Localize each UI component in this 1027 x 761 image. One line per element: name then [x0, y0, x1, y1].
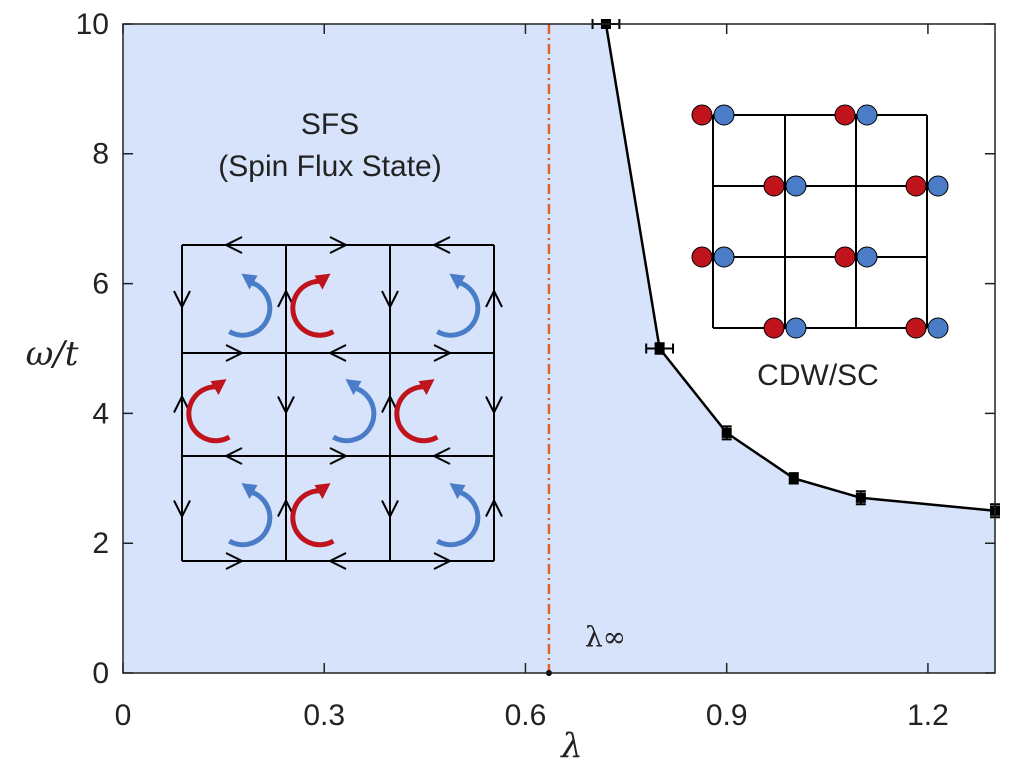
- x-tick-label: 0.6: [505, 699, 547, 732]
- circulation-head: [314, 483, 331, 500]
- x-axis-label: λ: [559, 726, 583, 761]
- x-tick-label: 1.2: [907, 699, 949, 732]
- electron-blue: [927, 317, 949, 339]
- edge-arrow: [225, 344, 245, 362]
- edge-arrow: [431, 447, 451, 465]
- x-tick-label: 0.3: [303, 699, 345, 732]
- circulation-arrow: [228, 488, 273, 548]
- electron-blue: [713, 104, 735, 126]
- circulation-arrow: [332, 384, 377, 444]
- circulation-head: [418, 379, 435, 396]
- electron-blue: [856, 104, 878, 126]
- phase-boundary: [604, 23, 996, 512]
- circulation-head: [241, 273, 258, 290]
- electron-blue: [856, 246, 878, 268]
- circulation-head: [314, 273, 331, 290]
- data-point: [855, 492, 866, 503]
- y-tick-label: 2: [92, 527, 109, 560]
- edge-arrow: [329, 447, 349, 465]
- edge-arrow: [433, 552, 453, 570]
- y-tick-label: 6: [92, 268, 109, 301]
- circulation-head: [210, 379, 227, 396]
- electron-red: [763, 317, 785, 339]
- data-point: [721, 427, 732, 438]
- circulation-arrow: [436, 279, 481, 338]
- circulation-head: [345, 379, 362, 396]
- x-tick-label: 0.9: [706, 699, 748, 732]
- electron-red: [834, 104, 856, 126]
- data-point: [788, 473, 799, 484]
- electron-red: [691, 104, 713, 126]
- edge-arrow: [485, 288, 503, 308]
- electron-blue: [785, 175, 807, 197]
- edge-arrow: [381, 500, 399, 519]
- electron-red: [763, 175, 785, 197]
- y-axis-label: ω/t: [26, 334, 79, 374]
- y-tick-label: 0: [92, 657, 109, 690]
- sfs-label: SFS: [301, 108, 359, 141]
- electron-blue: [713, 246, 735, 268]
- edge-arrow: [329, 236, 349, 254]
- lambda-infinity-label: λ∞: [585, 621, 626, 654]
- phase-region: [123, 24, 995, 673]
- circulation-arrow: [186, 384, 231, 444]
- edge-arrow: [485, 396, 503, 415]
- edge-arrow: [223, 447, 243, 465]
- circulation-arrow: [228, 279, 273, 338]
- circulation-arrow: [436, 488, 481, 548]
- circulation-head: [449, 483, 466, 500]
- edge-arrow: [433, 344, 453, 362]
- edge-arrow: [223, 236, 243, 254]
- sfs-sublabel: (Spin Flux State): [218, 150, 441, 183]
- circulation-head: [241, 483, 258, 500]
- y-tick-label: 10: [76, 8, 109, 41]
- electron-red: [905, 175, 927, 197]
- x-tick-label: 0: [115, 699, 132, 732]
- edge-arrow: [173, 290, 191, 310]
- circulation-head: [449, 273, 466, 290]
- y-tick-label: 8: [92, 138, 109, 171]
- electron-blue: [785, 317, 807, 339]
- edge-arrow: [327, 552, 347, 570]
- electron-red: [905, 317, 927, 339]
- data-point: [654, 343, 665, 354]
- edge-arrow: [225, 552, 245, 570]
- electron-red: [691, 246, 713, 268]
- edge-arrow: [173, 500, 191, 519]
- y-tick-label: 4: [92, 397, 109, 430]
- edge-arrow: [277, 396, 295, 415]
- edge-arrow: [327, 344, 347, 362]
- plot-frame: [122, 23, 996, 674]
- electron-blue: [927, 175, 949, 197]
- circulation-arrow: [290, 278, 335, 338]
- edge-arrow: [381, 290, 399, 310]
- circulation-arrow: [290, 488, 335, 548]
- electron-red: [834, 246, 856, 268]
- circulation-arrow: [394, 384, 439, 444]
- edge-arrow: [485, 498, 503, 517]
- edge-arrow: [431, 236, 451, 254]
- insets: [173, 104, 949, 570]
- cdw-label: CDW/SC: [757, 359, 879, 392]
